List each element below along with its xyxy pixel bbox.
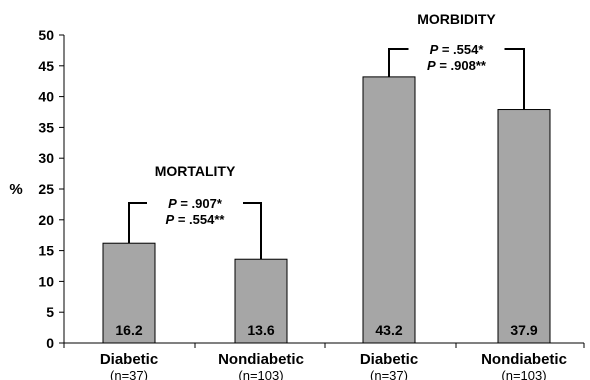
y-tick-label: 15 xyxy=(38,243,54,259)
y-tick-label: 45 xyxy=(38,58,54,74)
p-symbol: P xyxy=(430,42,439,57)
y-tick-label: 40 xyxy=(38,89,54,105)
comparison-bracket-right xyxy=(243,202,262,260)
bar xyxy=(102,242,156,344)
y-tick-label: 25 xyxy=(38,181,54,197)
y-tick-label: 30 xyxy=(38,150,54,166)
y-tick-label: 0 xyxy=(46,335,54,351)
comparison-bracket-right xyxy=(504,48,525,110)
x-category-sublabel: (n=103) xyxy=(501,368,546,380)
y-tick-label: 35 xyxy=(38,119,54,135)
p-value-label: P = .907* xyxy=(168,196,223,211)
x-category-label: Nondiabetic xyxy=(218,351,304,368)
p-symbol: P xyxy=(166,212,175,227)
group-title: MORBIDITY xyxy=(417,11,496,27)
y-tick-label: 50 xyxy=(38,27,54,43)
y-tick-label: 20 xyxy=(38,212,54,228)
p-value-text: = .554* xyxy=(438,42,484,57)
bar-value-label: 13.6 xyxy=(247,322,274,338)
x-category-label: Nondiabetic xyxy=(481,351,567,368)
comparison-bracket-left xyxy=(128,202,147,244)
y-tick-label: 10 xyxy=(38,273,54,289)
p-value-text: = .907* xyxy=(177,196,223,211)
bar xyxy=(234,258,288,344)
p-value-text: = .908** xyxy=(436,58,487,73)
p-value-label: P = .554** xyxy=(166,212,226,227)
bars-layer: 16.2 13.6 43.2 37.9 xyxy=(102,76,551,344)
p-symbol: P xyxy=(168,196,177,211)
p-symbol: P xyxy=(427,58,436,73)
bar-value-label: 43.2 xyxy=(375,322,402,338)
x-category-sublabel: (n=103) xyxy=(238,368,283,380)
p-value-text: = .554** xyxy=(174,212,225,227)
comparison-bracket-left xyxy=(388,48,409,77)
axis-layer: 05101520253035404550Diabetic(n=37)Nondia… xyxy=(38,27,585,380)
x-category-label: Diabetic xyxy=(360,351,418,368)
bar xyxy=(362,76,416,344)
p-value-label: P = .554* xyxy=(430,42,485,57)
bar-value-label: 16.2 xyxy=(115,322,142,338)
x-category-sublabel: (n=37) xyxy=(370,368,408,380)
bar-value-label: 37.9 xyxy=(510,322,537,338)
y-tick-label: 5 xyxy=(46,304,54,320)
x-category-sublabel: (n=37) xyxy=(110,368,148,380)
p-value-label: P = .908** xyxy=(427,58,487,73)
group-title: MORTALITY xyxy=(155,163,236,179)
bar xyxy=(497,109,551,344)
y-axis-title: % xyxy=(9,181,22,198)
x-category-label: Diabetic xyxy=(100,351,158,368)
